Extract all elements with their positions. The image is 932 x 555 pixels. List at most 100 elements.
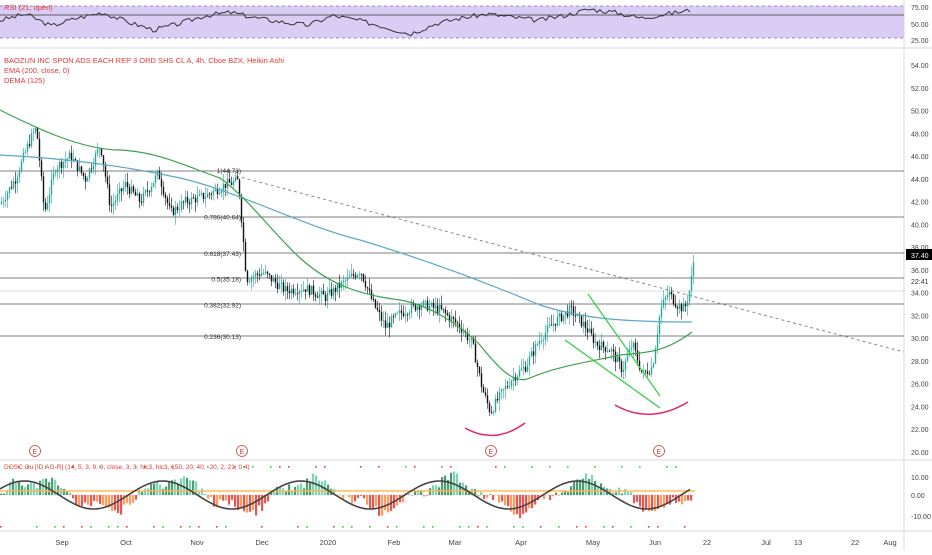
osc-dot bbox=[567, 466, 569, 468]
candle-body bbox=[43, 176, 44, 202]
candle-body bbox=[165, 195, 166, 198]
candle-body bbox=[509, 386, 510, 387]
osc-dot bbox=[549, 466, 551, 468]
candle-body bbox=[231, 183, 232, 185]
osc-bar bbox=[354, 495, 356, 501]
price-pane[interactable]: 54.0052.0050.0048.0046.0044.0042.0040.00… bbox=[0, 56, 932, 457]
candle-body bbox=[55, 172, 56, 173]
candle-body bbox=[691, 276, 692, 291]
candle-body bbox=[297, 293, 298, 294]
descending-trendline[interactable] bbox=[236, 176, 904, 352]
candle-body bbox=[379, 310, 380, 312]
osc-bar bbox=[51, 478, 53, 495]
osc-dot bbox=[648, 526, 650, 528]
candle-body bbox=[445, 310, 446, 313]
osc-bar bbox=[183, 476, 185, 495]
candle-body bbox=[661, 307, 662, 317]
osc-dot bbox=[315, 466, 317, 468]
candle-body bbox=[139, 193, 140, 201]
osc-dot bbox=[531, 466, 533, 468]
candle-body bbox=[481, 373, 482, 387]
candle-body bbox=[79, 166, 80, 171]
osc-bar bbox=[42, 479, 44, 495]
osc-bar bbox=[186, 478, 188, 495]
osc-dot bbox=[90, 526, 92, 528]
candle-body bbox=[309, 285, 310, 295]
osc-dot bbox=[621, 466, 623, 468]
candle-body bbox=[435, 306, 436, 308]
cup-arc-left bbox=[465, 423, 525, 435]
osc-bar bbox=[30, 482, 32, 495]
price-tick: 46.00 bbox=[911, 154, 929, 161]
osc-dot bbox=[135, 466, 137, 468]
price-tick: 48.00 bbox=[911, 131, 929, 138]
earnings-badge[interactable]: E bbox=[30, 446, 41, 457]
candle-body bbox=[263, 273, 264, 274]
earnings-badge[interactable]: E bbox=[654, 446, 665, 457]
rsi-pane[interactable]: RSI (21, open) 75.00 50.00 25.00 bbox=[0, 3, 929, 45]
osc-dot bbox=[666, 466, 668, 468]
osc-bar bbox=[309, 483, 311, 495]
osc-bar bbox=[117, 495, 119, 513]
osc-dot bbox=[72, 466, 74, 468]
osc-bar bbox=[75, 495, 77, 505]
time-tick: Mar bbox=[449, 538, 462, 547]
candle-body bbox=[295, 293, 296, 294]
osc-bar bbox=[348, 495, 350, 497]
osc-bar bbox=[621, 494, 623, 495]
osc-dot bbox=[486, 526, 488, 528]
oscillator-pane[interactable]: DOSC Ou [ID:AG-R] (14, 5, 3, 9, 9, close… bbox=[0, 464, 931, 528]
candle-body bbox=[397, 313, 398, 314]
osc-dot bbox=[81, 526, 83, 528]
candle-body bbox=[625, 361, 626, 370]
cup-arc-right bbox=[615, 402, 688, 414]
osc-bar bbox=[318, 481, 320, 495]
osc-bar bbox=[300, 483, 302, 495]
osc-dot bbox=[189, 526, 191, 528]
price-tick: 30.00 bbox=[911, 336, 929, 343]
candle-body bbox=[667, 295, 668, 297]
osc-dot bbox=[522, 526, 524, 528]
candle-body bbox=[173, 208, 174, 215]
candle-body bbox=[593, 334, 594, 343]
osc-dot bbox=[297, 526, 299, 528]
osc-dot bbox=[342, 526, 344, 528]
candle-body bbox=[271, 275, 272, 281]
candle-body bbox=[493, 412, 494, 413]
candle-body bbox=[645, 370, 646, 371]
osc-bar bbox=[369, 495, 371, 509]
osc-bar bbox=[0, 494, 2, 495]
time-tick: Sep bbox=[55, 538, 68, 547]
fib-label: 0.618(37.43) bbox=[204, 251, 241, 258]
candle-body bbox=[301, 291, 302, 292]
candle-body bbox=[615, 352, 616, 363]
candle-body bbox=[111, 205, 112, 206]
osc-bar bbox=[444, 476, 446, 495]
candle-body bbox=[189, 203, 190, 205]
candle-body bbox=[57, 169, 58, 172]
candle-body bbox=[587, 328, 588, 332]
candle-body bbox=[81, 166, 82, 172]
time-tick: Apr bbox=[515, 538, 527, 547]
candle-body bbox=[11, 187, 12, 188]
osc-dot bbox=[441, 466, 443, 468]
earnings-badge[interactable]: E bbox=[237, 446, 248, 457]
candle-body bbox=[47, 203, 48, 209]
osc-dot bbox=[432, 526, 434, 528]
time-tick: Jul bbox=[761, 538, 771, 547]
candle-body bbox=[363, 274, 364, 281]
candle-body bbox=[113, 203, 114, 206]
osc-bar bbox=[189, 480, 191, 495]
time-tick: 13 bbox=[794, 538, 802, 547]
osc-dot bbox=[504, 466, 506, 468]
candle-body bbox=[543, 340, 544, 341]
candle-body bbox=[523, 367, 524, 369]
candle-body bbox=[469, 340, 470, 341]
osc-dot bbox=[351, 526, 353, 528]
candle-body bbox=[307, 285, 308, 292]
earnings-badge[interactable]: E bbox=[486, 446, 497, 457]
osc-bar bbox=[273, 492, 275, 495]
